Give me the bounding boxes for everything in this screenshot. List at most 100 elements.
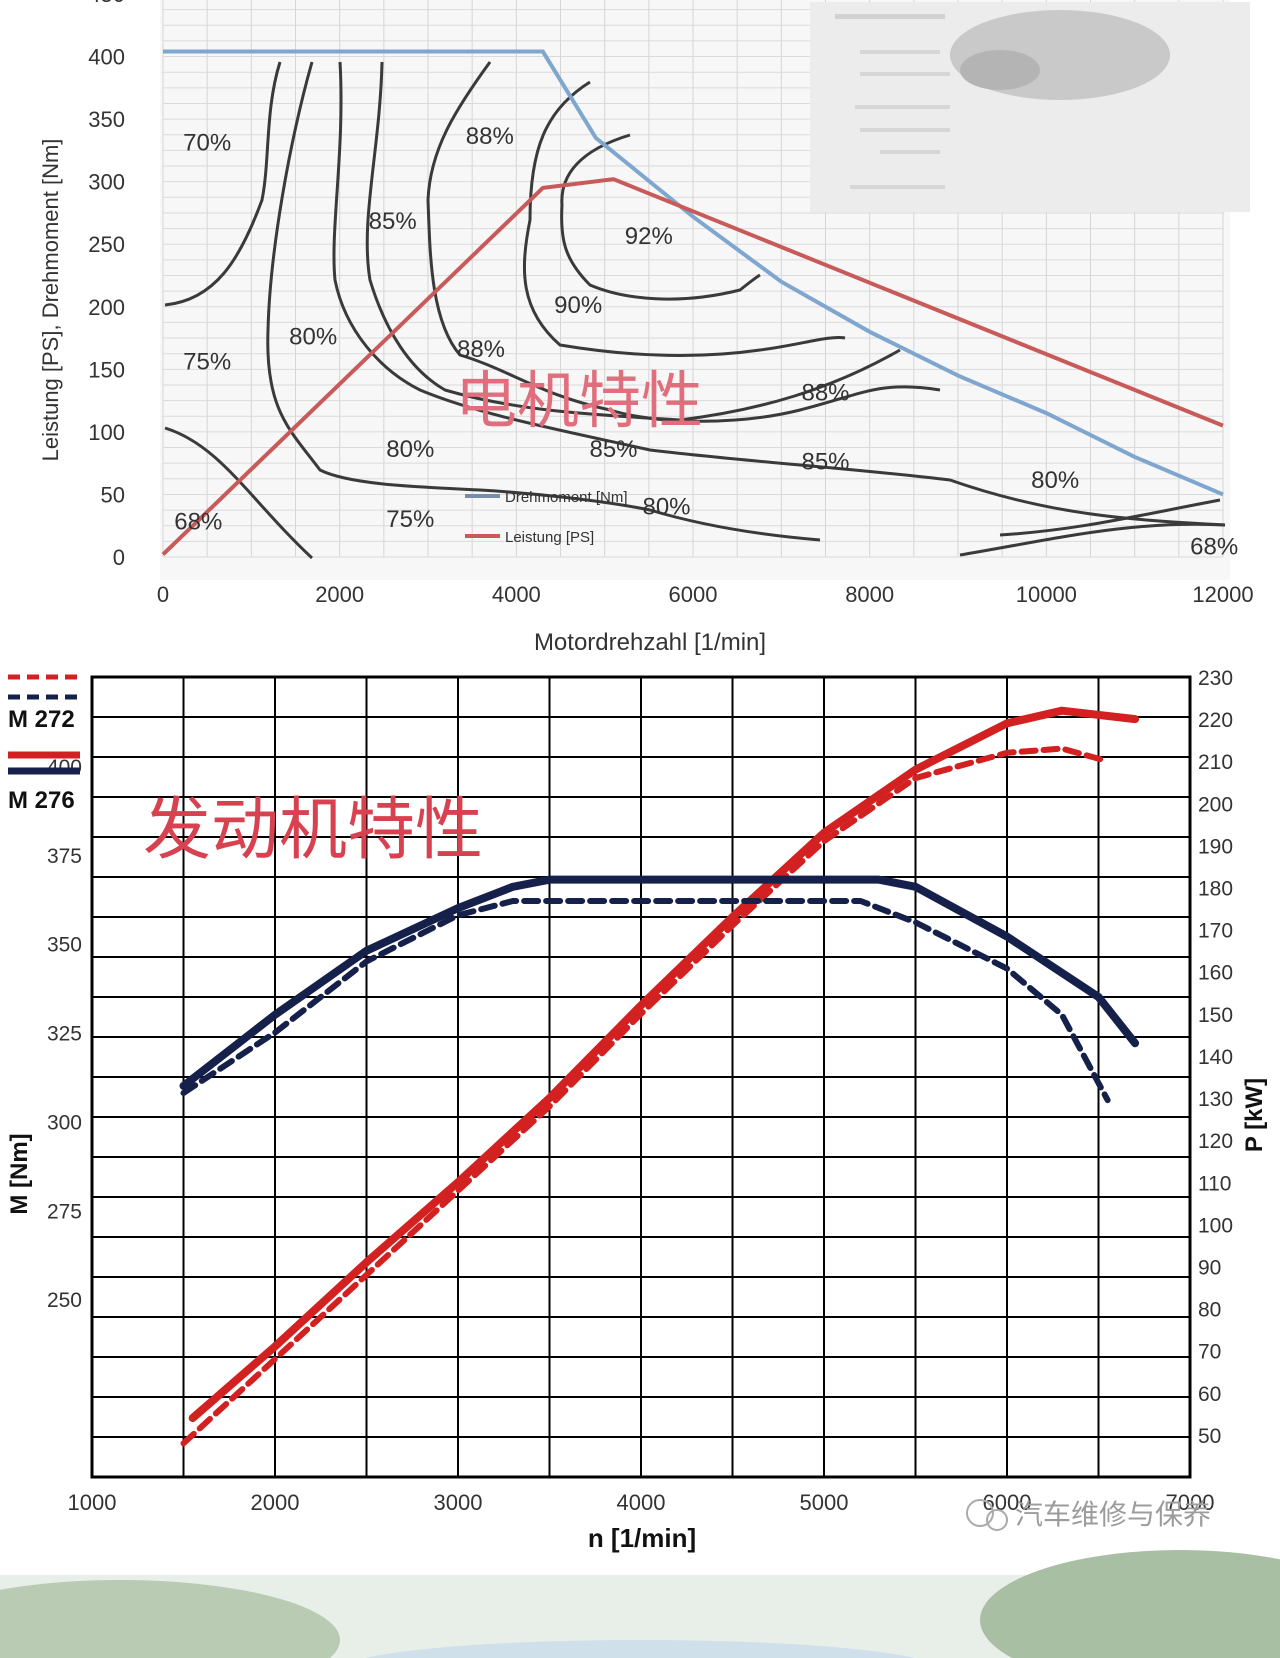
x-tick-label: 7000: [1166, 1490, 1215, 1515]
bottom-y-axis-right-label: P [kW]: [1241, 1078, 1268, 1152]
power-line-m276: [188, 706, 1140, 1423]
wechat-icon-bubble: [986, 1509, 1008, 1531]
bottom-grid: [90, 675, 1192, 1479]
y-tick-label: 300: [88, 170, 125, 195]
x-tick-label: 1000: [68, 1490, 117, 1515]
x-tick-label: 6000: [669, 582, 718, 607]
y-left-tick-label: 375: [47, 845, 82, 868]
torque-line: [163, 49, 1224, 497]
top-x-axis-label: Motordrehzahl [1/min]: [534, 629, 766, 656]
motor-efficiency-map: 70% 88% 85% 92% 90% 80% 75% 88% 88% 80% 85% 85% 80% 8…: [38, 0, 1254, 656]
efficiency-contours: [164, 61, 1226, 560]
y-right-tick-label: 80: [1198, 1299, 1221, 1322]
y-right-tick-label: 230: [1198, 667, 1233, 690]
y-tick-label: 350: [88, 107, 125, 132]
contour-line: [365, 61, 901, 422]
y-left-tick-label: 275: [47, 1200, 82, 1223]
x-tick-label: 2000: [251, 1490, 300, 1515]
y-right-tick-label: 140: [1198, 1046, 1233, 1069]
efficiency-label: 85%: [589, 436, 637, 463]
y-tick-label: 400: [88, 45, 125, 70]
efficiency-label: 68%: [174, 508, 222, 535]
contour-line: [560, 133, 761, 301]
efficiency-label: 88%: [466, 123, 514, 150]
y-right-tick-label: 150: [1198, 1004, 1233, 1027]
y-tick-label: 150: [88, 357, 125, 382]
y-tick-label: 450: [88, 0, 125, 7]
y-right-tick-label: 130: [1198, 1088, 1233, 1111]
x-tick-label: 0: [157, 582, 169, 607]
motor-chart-title: 电机特性: [455, 364, 703, 437]
y-left-tick-label: 350: [47, 934, 82, 957]
legend-label-torque: Drehmoment [Nm]: [505, 489, 628, 506]
efficiency-label: 80%: [289, 323, 337, 350]
y-tick-label: 0: [113, 545, 125, 570]
y-left-tick-label: 250: [47, 1289, 82, 1312]
efficiency-label: 75%: [183, 348, 231, 375]
efficiency-label: 80%: [1031, 467, 1079, 494]
background-photo-strip: [0, 1550, 1280, 1658]
y-right-tick-label: 50: [1198, 1425, 1221, 1448]
x-tick-label: 8000: [845, 582, 894, 607]
bottom-x-axis-label: n [1/min]: [588, 1523, 696, 1553]
engine-chart-title: 发动机特性: [143, 791, 483, 870]
top-efficiency-labels: 70% 88% 85% 92% 90% 80% 75% 88% 88% 80% 85% 85% 80% 8…: [174, 123, 1238, 560]
contour-line: [164, 426, 314, 560]
efficiency-label: 88%: [457, 336, 505, 363]
y-right-tick-label: 70: [1198, 1341, 1221, 1364]
x-tick-label: 12000: [1192, 582, 1253, 607]
x-tick-label: 3000: [434, 1490, 483, 1515]
contour-line: [522, 80, 846, 357]
efficiency-label: 90%: [554, 292, 602, 319]
bottom-legend: M 272 M 276: [8, 674, 80, 814]
x-tick-label: 4000: [492, 582, 541, 607]
y-left-tick-label: 400: [47, 756, 82, 779]
top-legend: Drehmoment [Nm] Leistung [PS]: [465, 489, 628, 546]
y-right-tick-label: 170: [1198, 920, 1233, 943]
efficiency-label: 88%: [801, 380, 849, 407]
y-right-tick-label: 90: [1198, 1256, 1221, 1279]
legend-label-m276: M 276: [8, 787, 75, 814]
y-right-tick-label: 180: [1198, 878, 1233, 901]
y-left-tick-label: 325: [47, 1023, 82, 1046]
plot-frame: [90, 675, 1192, 1479]
x-tick-label: 2000: [315, 582, 364, 607]
efficiency-label: 75%: [386, 506, 434, 533]
top-y-axis-label: Leistung [PS], Drehmoment [Nm]: [38, 139, 63, 462]
efficiency-label: 85%: [801, 448, 849, 475]
y-right-tick-label: 160: [1198, 962, 1233, 985]
y-right-tick-label: 220: [1198, 709, 1233, 732]
x-tick-label: 10000: [1016, 582, 1077, 607]
y-tick-label: 50: [101, 482, 125, 507]
efficiency-label: 80%: [386, 436, 434, 463]
efficiency-label: 70%: [183, 129, 231, 156]
efficiency-label: 68%: [1190, 533, 1238, 560]
watermark: 汽车维修与保养: [966, 1498, 1211, 1531]
torque-line-m272: [180, 898, 1111, 1104]
bottom-series: [179, 706, 1140, 1447]
x-tick-label: 6000: [983, 1490, 1032, 1515]
efficiency-label: 85%: [369, 208, 417, 235]
car-photo-inset: [810, 2, 1250, 212]
contour-line: [959, 522, 1226, 557]
y-tick-label: 100: [88, 420, 125, 445]
legend-label-m272: M 272: [8, 706, 75, 733]
efficiency-label: 80%: [642, 493, 690, 520]
contour-line: [266, 61, 821, 542]
y-right-tick-label: 190: [1198, 835, 1233, 858]
y-tick-label: 250: [88, 232, 125, 257]
y-right-tick-label: 120: [1198, 1130, 1233, 1153]
contour-line: [164, 61, 282, 307]
power-line: [161, 177, 1224, 556]
power-line-m272: [180, 745, 1111, 1447]
y-right-tick-label: 210: [1198, 751, 1233, 774]
torque-line-m276: [179, 875, 1140, 1090]
legend-label-power: Leistung [PS]: [505, 529, 594, 546]
y-left-tick-label: 300: [47, 1111, 82, 1134]
y-right-tick-label: 110: [1198, 1172, 1231, 1195]
wechat-icon: [966, 1499, 994, 1527]
contour-line: [999, 498, 1221, 537]
top-series: [161, 49, 1224, 556]
y-tick-label: 200: [88, 295, 125, 320]
